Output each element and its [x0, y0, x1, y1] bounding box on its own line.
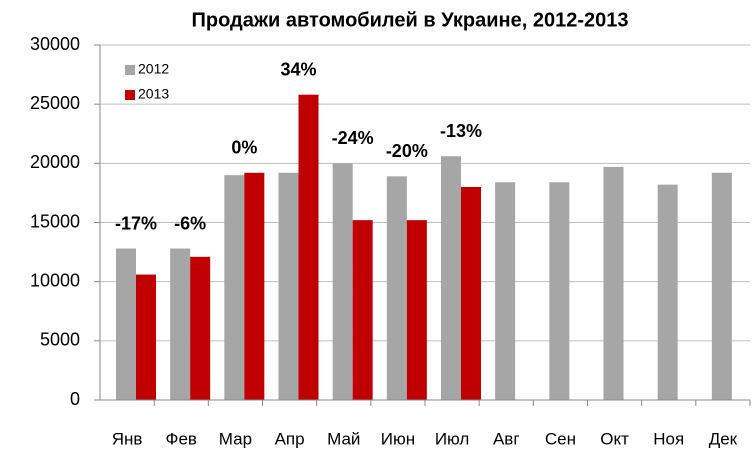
x-tick-label: Июл [435, 429, 470, 448]
bar [224, 175, 245, 400]
bar [278, 172, 299, 400]
bar [170, 248, 191, 400]
annotation: 34% [280, 59, 316, 79]
y-tick-label: 30000 [30, 34, 80, 54]
x-tick-label: Июн [381, 429, 415, 448]
legend-label: 2012 [138, 61, 169, 77]
y-tick-label: 15000 [30, 211, 80, 231]
bar [386, 176, 407, 400]
x-tick-label: Мар [219, 429, 252, 448]
bar [298, 94, 319, 400]
x-tick-label: Окт [600, 429, 629, 448]
bar [657, 184, 678, 400]
annotation: 0% [231, 138, 257, 158]
y-tick-label: 20000 [30, 152, 80, 172]
bar [190, 256, 211, 400]
x-tick-label: Янв [112, 429, 143, 448]
bar [461, 187, 481, 400]
x-tick-label: Авг [493, 429, 520, 448]
bar [406, 220, 427, 400]
bar [549, 182, 570, 400]
bar [332, 163, 353, 400]
bar [244, 172, 265, 400]
annotation: -20% [386, 141, 428, 161]
bar [495, 182, 516, 400]
bar [116, 248, 136, 400]
y-tick-label: 25000 [30, 93, 80, 113]
x-tick-label: Апр [275, 429, 305, 448]
legend-swatch [125, 90, 135, 100]
x-tick-label: Май [327, 429, 360, 448]
legend-label: 2013 [138, 86, 169, 102]
bar [711, 172, 732, 400]
bar [603, 166, 624, 400]
bar [352, 220, 373, 400]
x-tick-label: Дек [709, 429, 738, 448]
bar [441, 156, 461, 400]
x-tick-label: Фев [166, 429, 197, 448]
annotation: -13% [440, 121, 482, 141]
x-tick-label: Ноя [653, 429, 684, 448]
y-tick-label: 0 [70, 389, 80, 409]
bar [136, 274, 156, 400]
annotation: -24% [332, 128, 374, 148]
legend-swatch [125, 65, 135, 75]
y-tick-label: 5000 [40, 330, 80, 350]
annotation: -6% [174, 213, 206, 233]
chart-title: Продажи автомобилей в Украине, 2012-2013 [192, 9, 629, 31]
x-tick-label: Сен [545, 429, 576, 448]
y-tick-label: 10000 [30, 270, 80, 290]
annotation: -17% [115, 213, 157, 233]
